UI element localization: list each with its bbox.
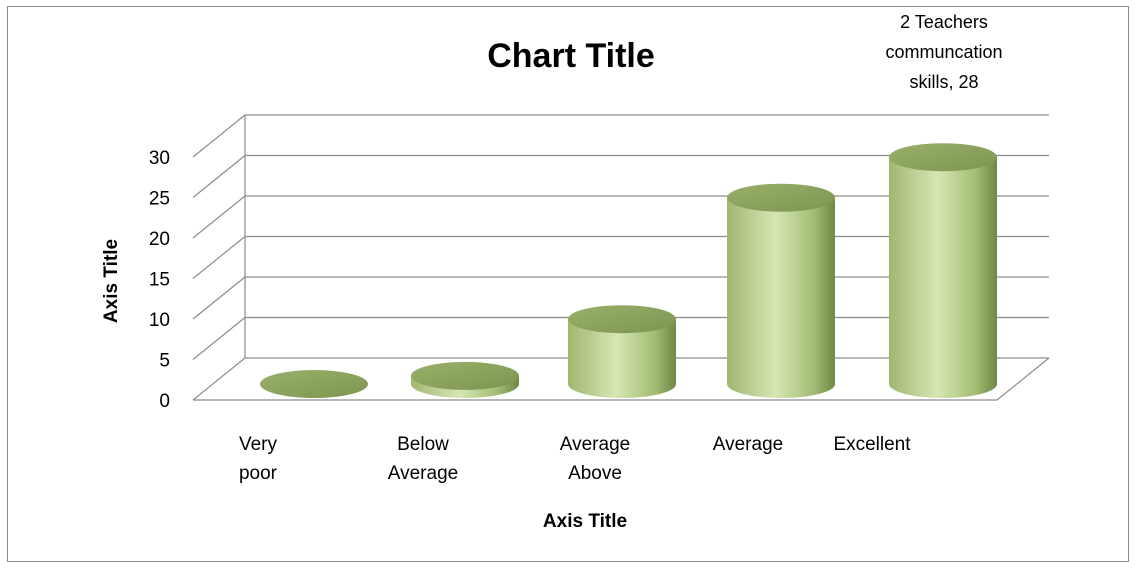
data-label-line: communcation: [885, 42, 1002, 62]
y-axis-title: Axis Title: [101, 239, 122, 323]
bar-0: [260, 370, 368, 398]
x-category-label: Average: [713, 434, 783, 455]
y-tick-label: 10: [149, 310, 170, 331]
data-label: 2 Teachers communcation skills, 28: [885, 12, 1002, 92]
bar-top: [568, 305, 676, 334]
data-label-line: skills, 28: [909, 72, 978, 92]
y-tick-label: 0: [159, 391, 170, 412]
floor-edge: [193, 357, 1050, 401]
y-tick-label: 5: [159, 351, 170, 372]
x-category-label-line: Average: [560, 434, 630, 455]
x-category-labels: Very poor Below Average Average Above Average E…: [239, 434, 911, 484]
bars: [260, 143, 997, 398]
data-label-line: 2 Teachers: [900, 12, 988, 32]
chart-title: Chart Title: [487, 37, 655, 75]
y-tick-label: 15: [149, 270, 170, 291]
x-category-label-line: Above: [568, 463, 622, 484]
bar-top: [260, 370, 368, 398]
x-axis-title: Axis Title: [543, 511, 627, 532]
x-category-label-line: Very: [239, 434, 278, 455]
bar-1: [411, 361, 519, 398]
bar-top: [889, 143, 997, 172]
x-category-label: Average Above: [560, 434, 630, 484]
bar-4: [889, 143, 997, 398]
x-category-label-line: Below: [397, 434, 449, 455]
bar-3: [727, 183, 835, 398]
x-category-label-line: poor: [239, 463, 278, 484]
x-category-label: Excellent: [833, 434, 911, 455]
y-tick-label: 30: [149, 148, 170, 169]
x-category-label-line: Excellent: [833, 434, 911, 455]
y-tick-label: 25: [149, 189, 170, 210]
x-category-label: Below Average: [388, 434, 458, 484]
data-label-text: 2 Teachers communcation skills, 28: [885, 12, 1002, 92]
bar-body: [889, 157, 997, 398]
bar-top: [727, 183, 835, 212]
y-tick-label: 20: [149, 229, 170, 250]
x-category-label-line: Average: [713, 434, 783, 455]
bar-body: [568, 319, 676, 398]
y-tick-labels: 0 5 10 15 20 25 30: [149, 148, 170, 412]
bar-body: [727, 197, 835, 398]
x-category-label: Very poor: [239, 434, 278, 484]
x-category-label-line: Average: [388, 463, 458, 484]
bar-top: [411, 361, 519, 390]
bar-2: [568, 305, 676, 398]
